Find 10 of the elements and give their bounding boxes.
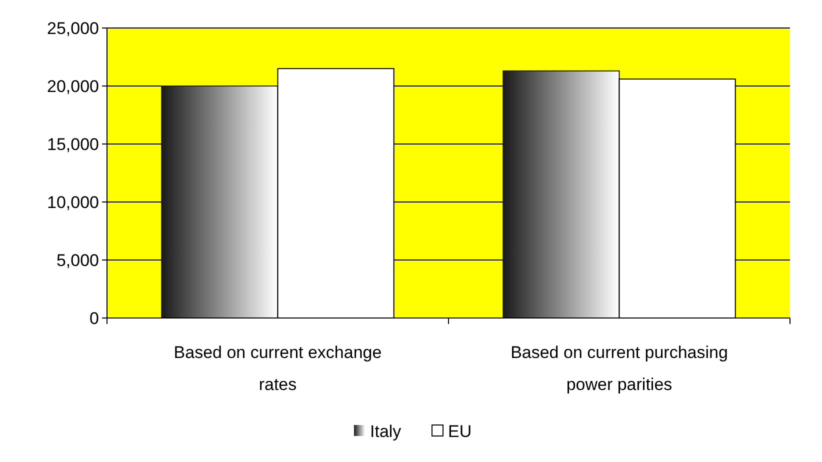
y-tick-label: 10,000 — [47, 192, 99, 212]
x-tick-label: Based on current exchange rates — [174, 343, 382, 394]
legend-label: EU — [448, 422, 472, 441]
legend-label: Italy — [370, 422, 402, 441]
y-tick-label: 0 — [90, 308, 99, 328]
y-tick-label: 25,000 — [47, 18, 99, 38]
y-tick-label: 15,000 — [47, 134, 99, 154]
y-tick-label: 5,000 — [56, 250, 99, 270]
x-tick-label: Based on current purchasing power parities — [510, 343, 728, 394]
y-tick-label: 20,000 — [47, 76, 99, 96]
